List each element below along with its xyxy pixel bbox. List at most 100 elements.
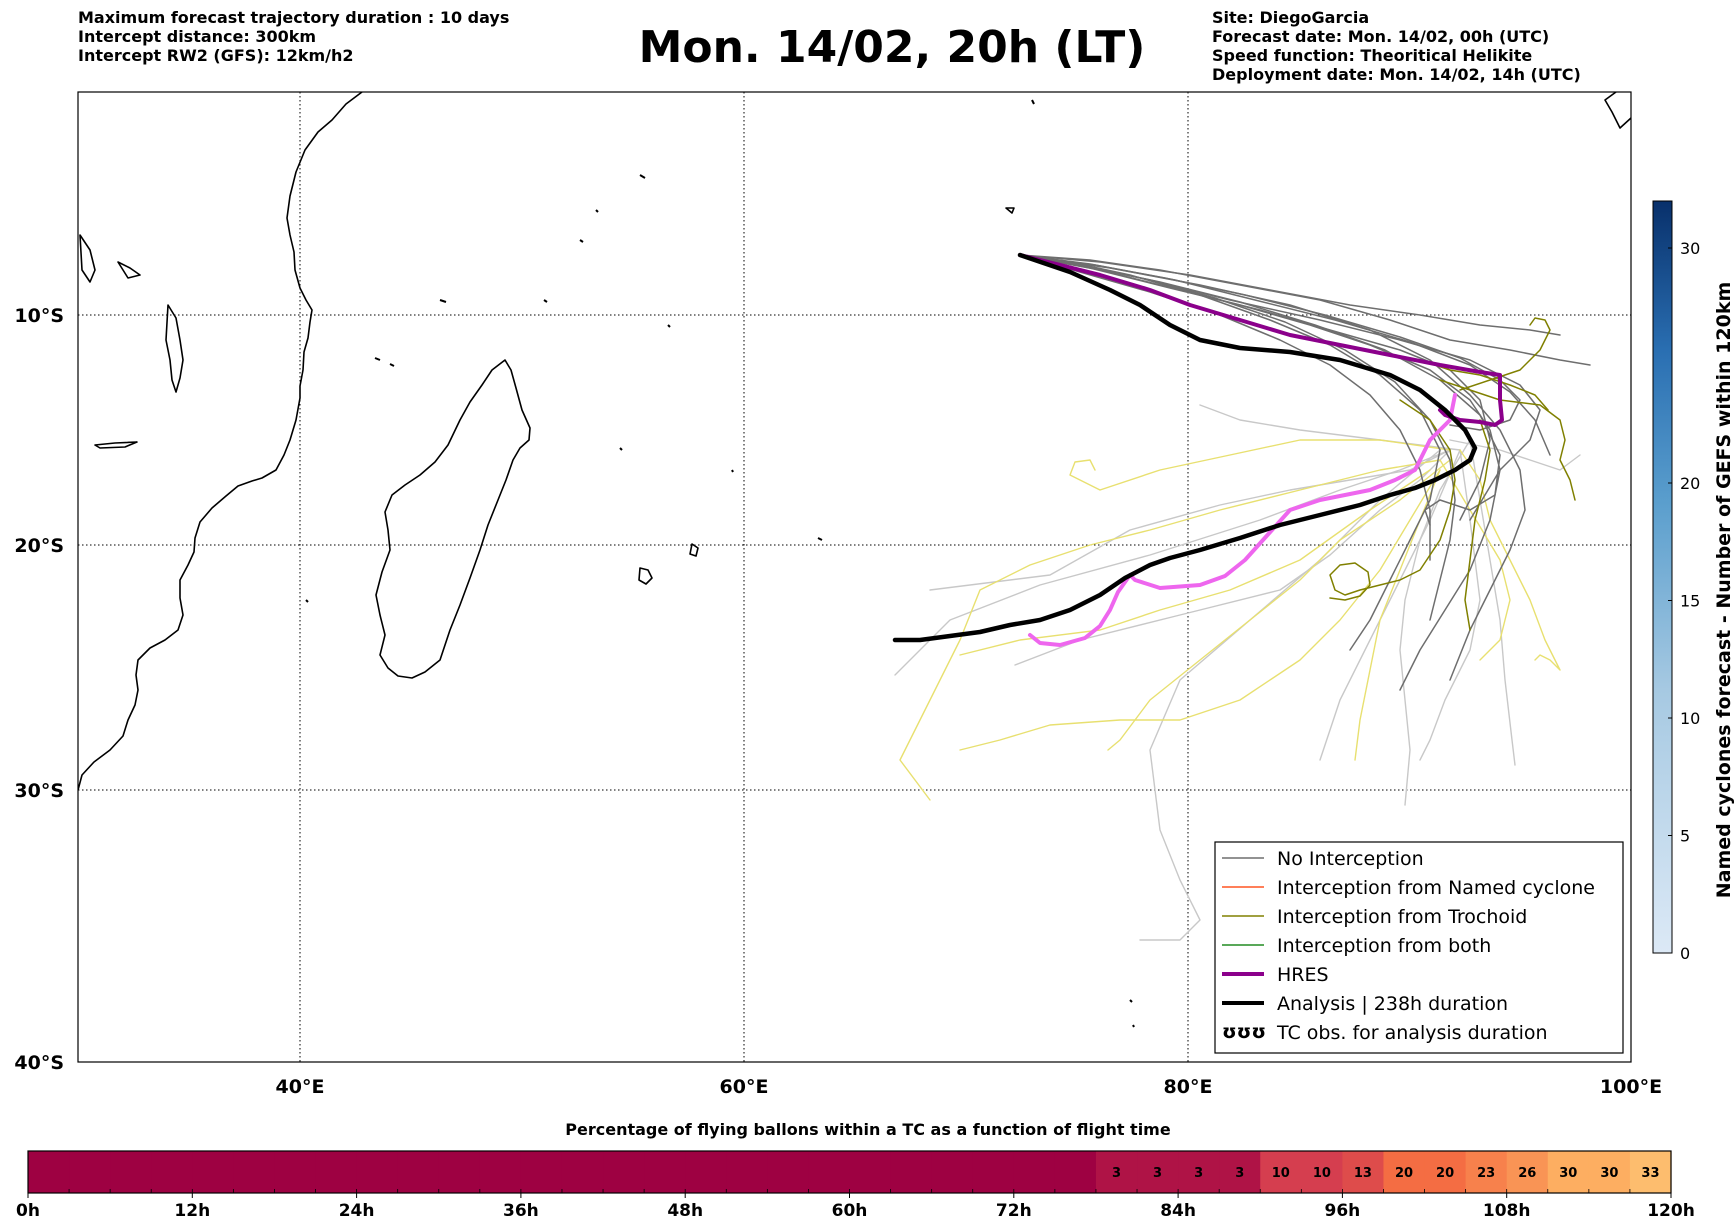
colorbar-bottom-cell [1629,1151,1672,1193]
colorbar-bottom-cell [1383,1151,1426,1193]
analysis-track [892,252,1478,643]
colorbar-bottom-cell [397,1151,440,1193]
colorbar-bottom-cell [1054,1151,1097,1193]
lat-label: 20°S [14,535,64,557]
colorbar-bottom-cell [1506,1151,1549,1193]
legend-label: Interception from both [1277,935,1491,957]
colorbar-bottom-cell [931,1151,974,1193]
colorbar-bottom-tick-label: 60h [832,1201,868,1221]
legend-label: Interception from Trochoid [1277,906,1527,928]
colorbar-bottom-cell [1137,1151,1179,1193]
lon-label: 40°E [276,1076,325,1098]
colorbar-bottom-tick-label: 108h [1483,1201,1531,1221]
lake-nyasa [94,441,138,449]
colorbar-bottom-cell [972,1151,1015,1193]
colorbar-bottom-cell-label: 3 [1194,1166,1203,1181]
colorbar-bottom-cell [28,1151,70,1193]
colorbar-bottom-cell [1013,1151,1056,1193]
colorbar-right-tick-label: 15 [1680,592,1700,611]
colorbar-bottom-cell [808,1151,851,1193]
speed-function-text: Speed function: Theoritical Helikite [1212,46,1533,65]
tc-obs-symbol-icon: ʊʊʊ [1222,1021,1266,1043]
colorbar-bottom-cell [767,1151,810,1193]
intercept-rw2-text: Intercept RW2 (GFS): 12km/h2 [78,46,354,65]
colorbar-bottom-cell [603,1151,645,1193]
legend-item: Interception from Named cyclone [1222,877,1595,899]
colorbar-bottom-cell-label: 3 [1112,1166,1121,1181]
colorbar-bottom-cell [192,1151,234,1193]
legend-label: No Interception [1277,848,1424,870]
legend-label: Interception from Named cyclone [1277,877,1595,899]
colorbar-bottom-cell-label: 20 [1395,1166,1413,1181]
graticule [78,92,1631,1062]
colorbar-bottom-cell [438,1151,481,1193]
header-left-info: Maximum forecast trajectory duration : 1… [78,8,509,65]
colorbar-right-bar [1652,200,1673,954]
colorbar-right-label: Named cyclones forecast - Number of GEFS… [1713,282,1734,899]
colorbar-right-tick-label: 5 [1680,827,1690,846]
colorbar-bottom-cell [69,1151,111,1193]
colorbar-bottom-tick-label: 120h [1647,1201,1695,1221]
legend-item: HRES [1222,964,1329,986]
forecast-date-text: Forecast date: Mon. 14/02, 00h (UTC) [1212,27,1550,46]
legend: No Interception Interception from Named c… [1214,841,1624,1054]
colorbar-bottom-cell [1424,1151,1467,1193]
colorbar-bottom-cell [356,1151,399,1193]
colorbar-bottom-cell [1588,1151,1631,1193]
colorbar-bottom-cell [685,1151,727,1193]
site-text: Site: DiegoGarcia [1212,8,1370,27]
coastlines [78,92,1631,1028]
colorbar-bottom-tick-label: 24h [339,1201,375,1221]
colorbar-bottom-cell [1260,1151,1302,1193]
colorbar-bottom-cell [520,1151,563,1193]
colorbar-bottom-tick-label: 0h [16,1201,40,1221]
colorbar-bottom-cell-label: 13 [1354,1166,1372,1181]
colorbar-bottom-tick-label: 48h [667,1201,703,1221]
comoros-island [165,304,184,393]
intercept-distance-text: Intercept distance: 300km [78,27,317,46]
header-right-info: Site: DiegoGarcia Forecast date: Mon. 14… [1212,8,1581,84]
small-islands [305,99,1135,1028]
lake-tanganyika [79,234,96,283]
lat-tick-labels: 10°S 20°S 30°S 40°S [14,305,64,1074]
colorbar-bottom-cell-label: 20 [1436,1166,1454,1181]
legend-item: Interception from both [1222,935,1491,957]
colorbar-bottom-tick-label: 84h [1160,1201,1196,1221]
colorbar-bottom-cell [1465,1151,1508,1193]
colorbar-bottom-cell [644,1151,686,1193]
colorbar-bottom-cell [1219,1151,1261,1193]
mauritius-island [638,567,653,585]
colorbar-bottom-cell [1547,1151,1590,1193]
colorbar-bottom-tick-label: 72h [996,1201,1032,1221]
hres-light-track [1028,393,1457,647]
legend-item: Interception from Trochoid [1222,906,1527,928]
legend-item: Analysis | 238h duration [1222,993,1508,1015]
colorbar-right-tick-label: 20 [1680,474,1700,493]
colorbar-bottom-cell [849,1151,892,1193]
colorbar-right-tick-label: 0 [1680,944,1690,963]
colorbar-bottom-cell-label: 10 [1313,1166,1331,1181]
madagascar-coastline [375,359,531,679]
lake-victoria-edge [117,261,141,279]
lon-tick-labels: 40°E 60°E 80°E 100°E [276,1076,1663,1098]
colorbar-bottom-cell [233,1151,276,1193]
colorbar-bottom-cell-label: 30 [1559,1166,1577,1181]
legend-label: TC obs. for analysis duration [1276,1022,1548,1044]
colorbar-bottom-cell [726,1151,768,1193]
colorbar-right-tick-label: 30 [1680,239,1700,258]
colorbar-bottom: Percentage of flying ballons within a TC… [16,1120,1695,1221]
colorbar-bottom-tick-label: 96h [1325,1201,1361,1221]
colorbar-bottom-cell [315,1151,358,1193]
legend-label: HRES [1277,964,1329,986]
lon-label: 60°E [720,1076,769,1098]
deployment-date-text: Deployment date: Mon. 14/02, 14h (UTC) [1212,65,1581,84]
colorbar-bottom-cell-label: 3 [1153,1166,1162,1181]
colorbar-bottom-cell-label: 10 [1272,1166,1290,1181]
colorbar-bottom-cell [1178,1151,1220,1193]
page-title: Mon. 14/02, 20h (LT) [638,22,1146,73]
lat-label: 40°S [14,1052,64,1074]
colorbar-bottom-cell-label: 23 [1477,1166,1495,1181]
colorbar-bottom-cell-label: 30 [1600,1166,1618,1181]
colorbar-bottom-cell [1342,1151,1385,1193]
africa-coastline [78,92,363,791]
